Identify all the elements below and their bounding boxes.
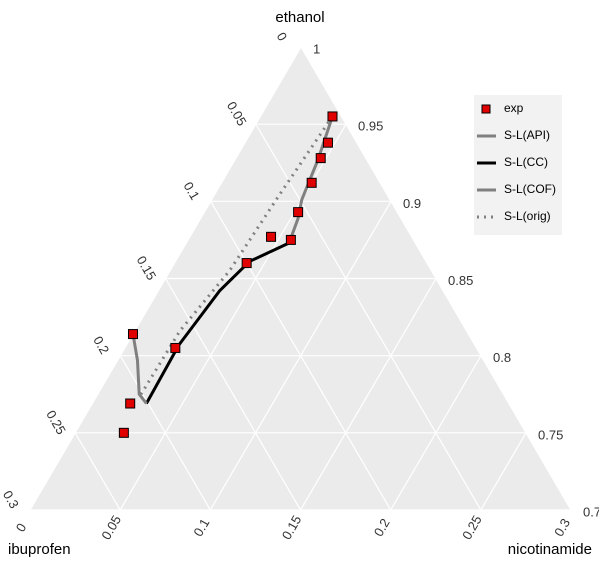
legend-background	[474, 95, 562, 235]
bottom-tick-label: 0	[13, 521, 30, 535]
point	[118, 427, 129, 438]
left-tick-label: 0.1	[181, 179, 203, 202]
right-tick-label: 0.75	[538, 427, 563, 442]
grid-line	[74, 432, 121, 511]
plot-area	[29, 46, 572, 511]
bottom-tick-label: 0.1	[190, 516, 212, 539]
right-tick-label: 0.8	[493, 350, 511, 365]
curve	[145, 241, 290, 405]
left-tick-label: 0.05	[224, 99, 250, 128]
point	[306, 177, 317, 188]
top-axis-title: ethanol	[275, 9, 324, 26]
left-axis-title: ibuprofen	[8, 541, 71, 558]
legend-label: S-L(COF)	[504, 182, 556, 196]
bottom-tick-label: 0.3	[551, 516, 573, 539]
right-tick-label: 0.9	[403, 196, 421, 211]
bottom-tick-label: 0.15	[279, 513, 305, 542]
left-tick-label: 0	[274, 30, 291, 44]
grid-line	[29, 46, 302, 511]
curve	[139, 115, 334, 396]
legend-label: S-L(API)	[504, 128, 550, 142]
point	[127, 329, 138, 340]
legend-label: exp	[504, 101, 524, 115]
point	[293, 207, 304, 218]
point	[322, 137, 333, 148]
grid-line	[209, 201, 392, 511]
point	[285, 234, 296, 245]
right-tick-label: 1	[313, 41, 320, 56]
bottom-tick-label: 0.2	[371, 516, 393, 539]
bottom-tick-label: 0.25	[459, 513, 485, 542]
point	[170, 342, 181, 353]
grid-line	[390, 355, 482, 511]
curve	[131, 333, 148, 405]
legend-label: S-L(CC)	[504, 155, 548, 169]
right-tick-label: 0.85	[448, 273, 473, 288]
point	[125, 398, 136, 409]
curve	[287, 115, 334, 244]
point	[327, 111, 338, 122]
left-tick-label: 0.3	[0, 488, 22, 511]
right-tick-label: 0.95	[358, 119, 383, 134]
grid-line	[119, 123, 347, 511]
left-tick-label: 0.25	[43, 408, 69, 437]
right-tick-label: 0.7	[583, 504, 599, 519]
legend-label: S-L(orig)	[504, 209, 551, 223]
grid-line	[480, 432, 527, 511]
point	[241, 258, 252, 269]
point	[266, 231, 277, 242]
right-axis-title: nicotinamide	[508, 541, 592, 558]
left-tick-label: 0.15	[134, 253, 160, 282]
grid-line	[299, 278, 437, 511]
bottom-tick-label: 0.05	[98, 513, 124, 542]
left-tick-label: 0.2	[90, 334, 112, 357]
grid-line	[164, 278, 302, 511]
legend-key	[481, 104, 491, 114]
grid-line	[255, 123, 482, 511]
point	[315, 153, 326, 164]
